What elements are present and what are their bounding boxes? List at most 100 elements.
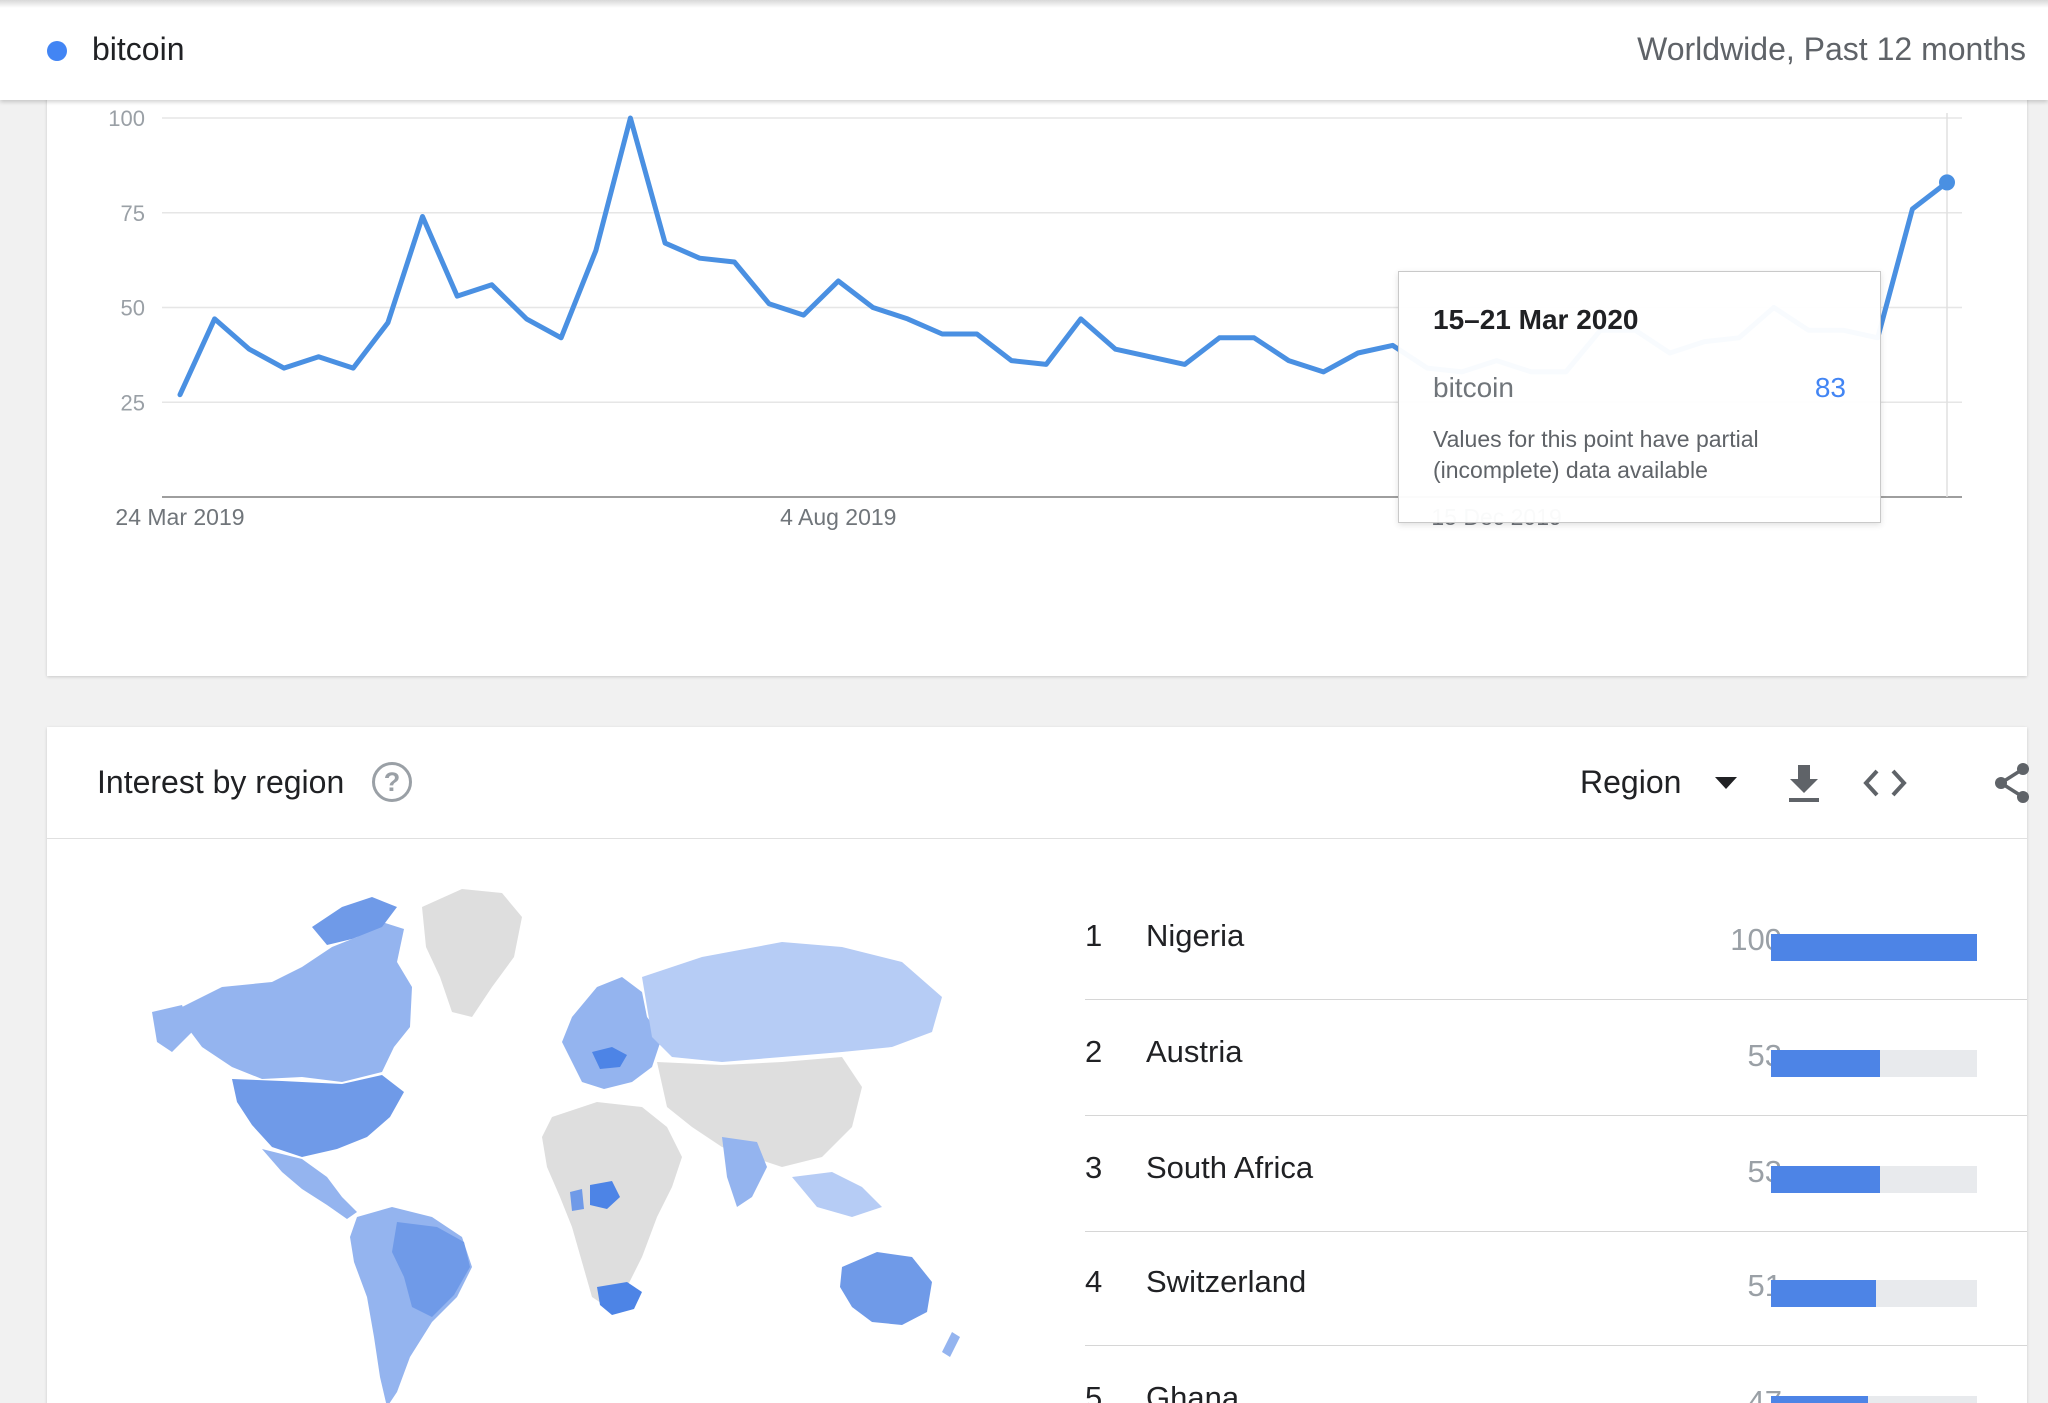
data-point[interactable]	[973, 330, 981, 338]
highlighted-data-point[interactable]	[1939, 174, 1955, 191]
map-region-europe[interactable]	[562, 977, 662, 1089]
map-region-canada[interactable]	[182, 922, 412, 1082]
data-point[interactable]	[522, 315, 530, 323]
data-point[interactable]	[245, 345, 253, 353]
region-bar-track	[1771, 1050, 1977, 1077]
x-tick-label: 4 Aug 2019	[780, 504, 896, 530]
tooltip-note: Values for this point have partial (inco…	[1433, 426, 1759, 483]
map-region-southeast-asia[interactable]	[792, 1172, 882, 1217]
region-name[interactable]: Austria	[1146, 1034, 1243, 1069]
region-name[interactable]: South Africa	[1146, 1150, 1314, 1185]
resolution-dropdown[interactable]: Region	[1580, 764, 1682, 800]
data-point[interactable]	[1215, 334, 1223, 342]
term-color-dot	[47, 41, 67, 61]
caret-down-icon[interactable]	[1715, 777, 1737, 789]
download-icon[interactable]	[1784, 761, 1824, 805]
region-row-switzerland[interactable]: 4 Switzerland 51	[1085, 1230, 2027, 1346]
data-point[interactable]	[1077, 315, 1085, 323]
scope-label[interactable]: Worldwide, Past 12 months	[1637, 31, 2026, 67]
data-point[interactable]	[938, 330, 946, 338]
data-point[interactable]	[592, 247, 600, 255]
map-region-brazil[interactable]	[392, 1222, 470, 1317]
data-point[interactable]	[1319, 368, 1327, 376]
region-row-south-africa[interactable]: 3 South Africa 53	[1085, 1116, 2027, 1232]
map-region-south-africa[interactable]	[597, 1282, 642, 1315]
data-point[interactable]	[488, 281, 496, 289]
region-rank: 3	[1085, 1150, 1103, 1185]
y-tick-label: 100	[108, 106, 145, 131]
share-icon[interactable]	[1991, 761, 2035, 805]
data-point[interactable]	[315, 353, 323, 361]
data-point[interactable]	[557, 334, 565, 342]
data-point[interactable]	[1146, 353, 1154, 361]
data-point[interactable]	[384, 319, 392, 327]
data-point[interactable]	[349, 364, 357, 372]
y-tick-label: 75	[121, 201, 145, 226]
data-point[interactable]	[800, 311, 808, 319]
region-name[interactable]: Nigeria	[1146, 918, 1245, 953]
data-point[interactable]	[1285, 357, 1293, 365]
region-name[interactable]: Switzerland	[1146, 1264, 1307, 1299]
region-row-ghana[interactable]: 5 Ghana 47	[1085, 1346, 2027, 1403]
map-region-arctic-islands[interactable]	[312, 897, 397, 945]
map-region-usa[interactable]	[232, 1075, 404, 1157]
data-point[interactable]	[765, 300, 773, 308]
region-row-austria[interactable]: 2 Austria 53	[1085, 1000, 2027, 1116]
map-region-africa[interactable]	[542, 1102, 682, 1307]
map-region-new-zealand[interactable]	[942, 1332, 960, 1357]
tooltip-value: 83	[1814, 372, 1846, 403]
region-header: Interest by region ? Region	[47, 727, 2029, 839]
map-region-australia[interactable]	[840, 1252, 932, 1325]
x-tick-label: 24 Mar 2019	[115, 504, 244, 530]
map-region-central-europe[interactable]	[592, 1047, 627, 1069]
data-point[interactable]	[1354, 349, 1362, 357]
region-name[interactable]: Ghana	[1146, 1380, 1240, 1403]
data-point[interactable]	[419, 213, 427, 221]
region-bar-fill	[1771, 1166, 1881, 1193]
map-region-asia[interactable]	[657, 1057, 862, 1167]
y-tick-label: 50	[121, 296, 145, 321]
region-bar-fill	[1771, 1396, 1868, 1403]
region-row-nigeria[interactable]: 1 Nigeria 100	[1085, 884, 2027, 1000]
world-map[interactable]	[142, 867, 962, 1403]
y-tick-label: 25	[121, 390, 145, 415]
data-point[interactable]	[211, 315, 219, 323]
data-point[interactable]	[904, 315, 912, 323]
data-point[interactable]	[626, 114, 634, 122]
map-region-alaska[interactable]	[152, 1005, 192, 1052]
map-region-nigeria[interactable]	[590, 1181, 620, 1209]
region-bar-track	[1771, 1280, 1977, 1307]
data-point[interactable]	[1111, 345, 1119, 353]
data-point[interactable]	[1389, 341, 1397, 349]
map-region-ghana[interactable]	[570, 1189, 584, 1211]
data-point[interactable]	[869, 304, 877, 312]
data-point[interactable]	[730, 258, 738, 266]
region-title: Interest by region	[97, 764, 345, 800]
data-point[interactable]	[1250, 334, 1258, 342]
header-bar: bitcoin Worldwide, Past 12 months	[0, 0, 2048, 100]
region-bar-track	[1771, 1396, 1977, 1403]
data-point[interactable]	[661, 239, 669, 247]
embed-code-icon[interactable]	[1861, 761, 1909, 805]
data-point[interactable]	[1042, 360, 1050, 368]
data-point[interactable]	[1008, 357, 1016, 365]
data-point[interactable]	[280, 364, 288, 372]
map-region-mexico[interactable]	[262, 1149, 357, 1219]
region-bar-track	[1771, 934, 1977, 961]
data-point[interactable]	[453, 292, 461, 300]
data-point[interactable]	[1908, 205, 1916, 213]
data-point[interactable]	[834, 277, 842, 285]
data-point[interactable]	[1181, 360, 1189, 368]
map-region-india[interactable]	[722, 1137, 767, 1207]
search-term-label[interactable]: bitcoin	[92, 31, 185, 67]
map-region-greenland[interactable]	[422, 889, 522, 1017]
question-circle-icon[interactable]: ?	[372, 762, 412, 802]
region-bar-fill	[1771, 1050, 1881, 1077]
region-rank: 5	[1085, 1380, 1103, 1403]
region-bar-fill	[1771, 1280, 1877, 1307]
map-region-russia[interactable]	[642, 942, 942, 1062]
data-point[interactable]	[176, 391, 184, 399]
data-point[interactable]	[696, 254, 704, 262]
tooltip-date: 15–21 Mar 2020	[1433, 304, 1639, 335]
